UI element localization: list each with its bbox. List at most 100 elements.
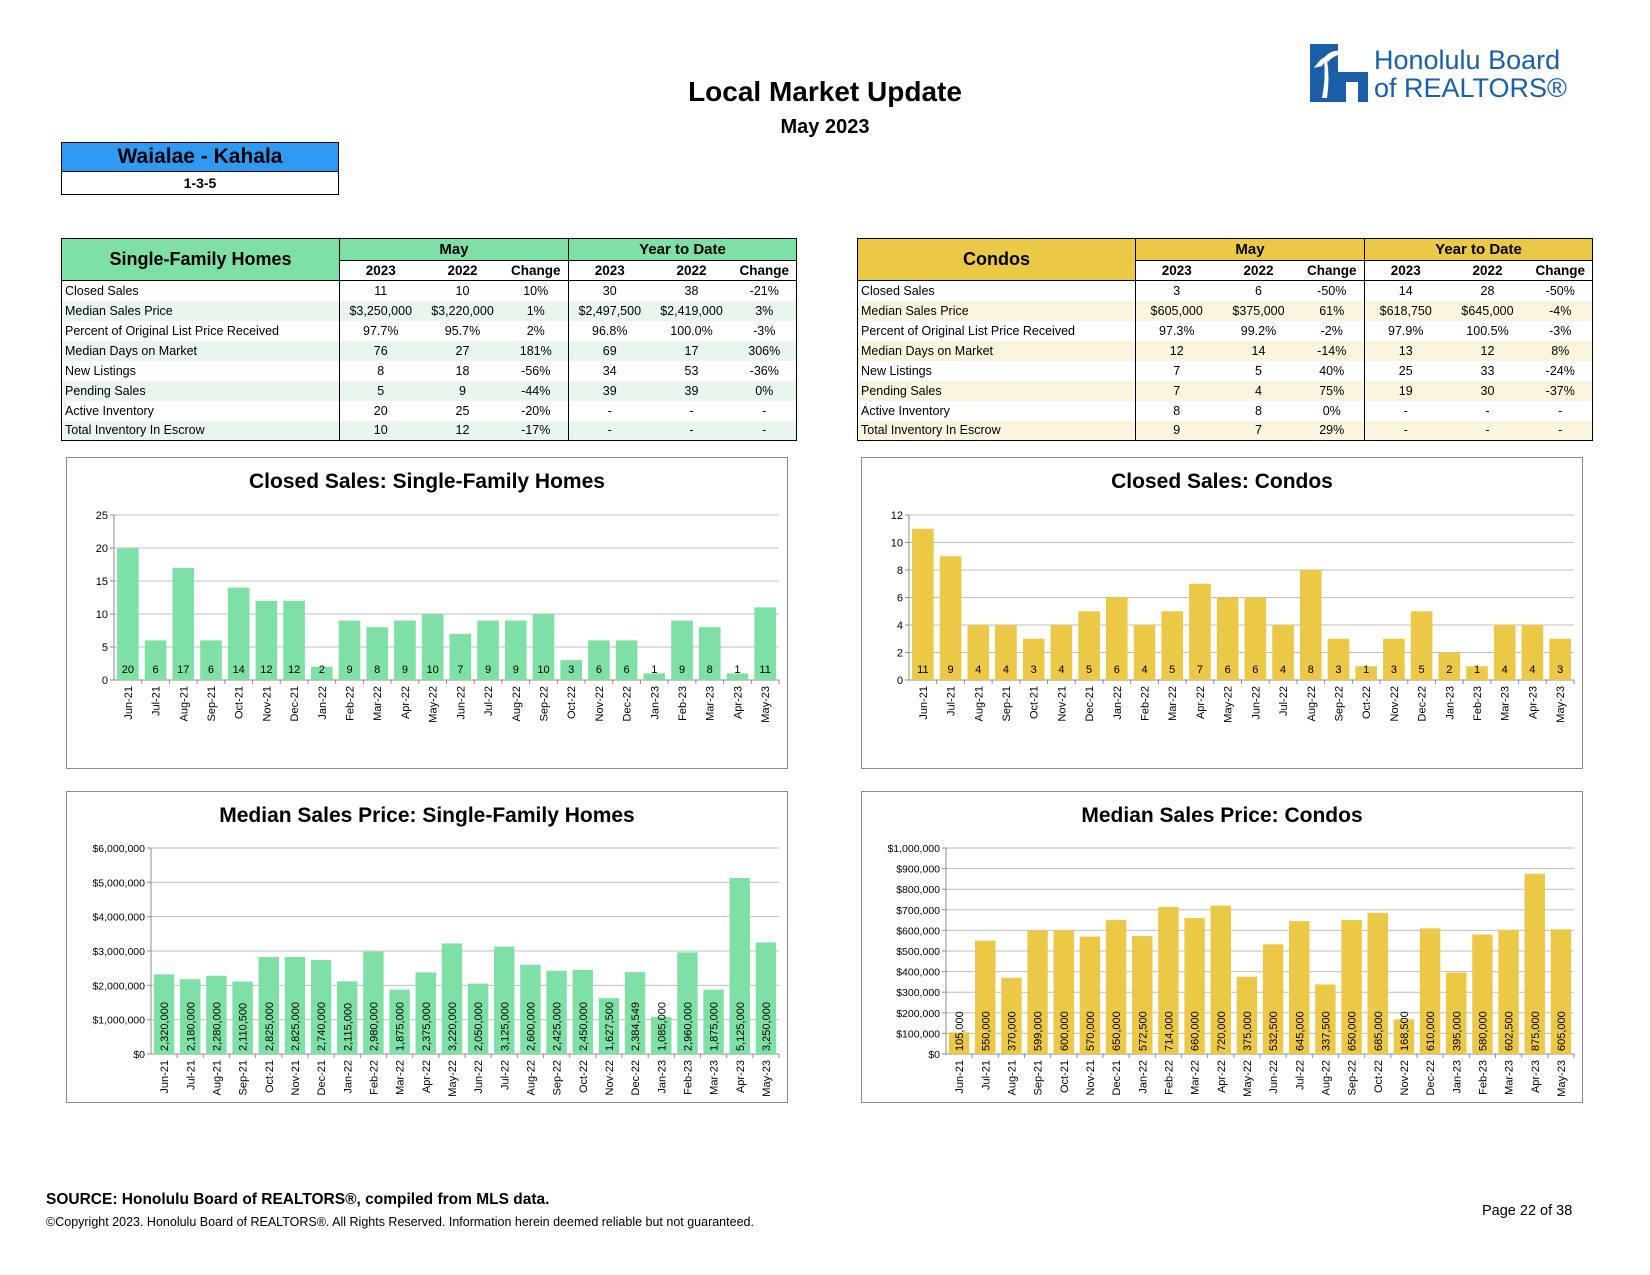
y-tick-label: 4 bbox=[897, 620, 903, 632]
table-row: New Listings 8 18 -56% 34 53 -36% bbox=[61, 360, 798, 381]
data-label: 337,500 bbox=[1320, 1011, 1332, 1051]
data-label: 3 bbox=[1031, 664, 1037, 676]
chart-title: Median Sales Price: Single-Family Homes bbox=[219, 804, 635, 827]
x-category-label: Aug-22 bbox=[1320, 1060, 1332, 1095]
x-category-label: Jul-21 bbox=[946, 686, 958, 716]
bar bbox=[1210, 905, 1231, 1054]
table-cell: 40% bbox=[1299, 360, 1365, 381]
sfh-median-price-chart: Median Sales Price: Single-Family Homes … bbox=[66, 791, 788, 1103]
bar bbox=[572, 969, 593, 1054]
y-tick-label: 12 bbox=[891, 510, 903, 522]
table-cell: 25 bbox=[1398, 363, 1413, 378]
data-label: 5 bbox=[1086, 664, 1092, 676]
table-cell: $618,750 bbox=[1364, 300, 1447, 321]
bar bbox=[1161, 611, 1184, 680]
table-cell: -4% bbox=[1528, 300, 1594, 321]
page-number: Page 22 of 38 bbox=[1482, 1203, 1573, 1219]
table-cell: - bbox=[689, 403, 694, 418]
condo-stats-table: Condos May Year to Date 2023 2022 Change… bbox=[857, 238, 1594, 441]
data-label: 12 bbox=[288, 664, 300, 676]
data-label: 6 bbox=[153, 664, 159, 676]
table-cell: -50% bbox=[1528, 280, 1594, 301]
bar bbox=[588, 640, 610, 680]
bar bbox=[726, 673, 749, 680]
x-category-label: Apr-22 bbox=[400, 686, 412, 719]
x-category-label: May-23 bbox=[761, 1060, 773, 1097]
y-tick-label: $4,000,000 bbox=[92, 912, 145, 924]
data-label: 1 bbox=[734, 664, 740, 676]
table-cell: 5 bbox=[1255, 363, 1262, 378]
table-row: New Listings 7 5 40% 25 33 -24% bbox=[857, 360, 1594, 381]
y-tick-label: $1,000,000 bbox=[92, 1015, 145, 1027]
table-row: Closed Sales 11 10 10% 30 38 -21% bbox=[61, 280, 798, 301]
table-cell: 306% bbox=[732, 340, 798, 361]
bar bbox=[1472, 934, 1493, 1054]
data-label: 532,500 bbox=[1268, 1011, 1280, 1051]
table-cell: 0% bbox=[1299, 400, 1365, 421]
bar bbox=[1446, 972, 1467, 1054]
data-label: 1,627,500 bbox=[604, 1002, 616, 1051]
bar bbox=[310, 959, 332, 1054]
y-tick-label: $600,000 bbox=[896, 925, 940, 937]
data-label: 1,875,000 bbox=[395, 1002, 407, 1051]
condo-sub-header: Change bbox=[1299, 260, 1365, 281]
table-cell: 3% bbox=[732, 300, 798, 321]
x-category-label: Sep-21 bbox=[238, 1060, 250, 1095]
x-category-label: Sep-21 bbox=[1001, 686, 1013, 721]
x-category-label: Jul-21 bbox=[980, 1060, 992, 1090]
y-tick-label: 15 bbox=[96, 576, 108, 588]
data-label: 3,125,000 bbox=[499, 1002, 511, 1051]
bar bbox=[1327, 638, 1350, 680]
x-category-label: Mar-23 bbox=[1500, 686, 1512, 721]
table-cell: $2,419,000 bbox=[650, 300, 733, 321]
data-label: 9 bbox=[402, 664, 408, 676]
bar bbox=[1158, 906, 1179, 1054]
table-cell: - bbox=[650, 420, 733, 441]
row-label: Total Inventory In Escrow bbox=[857, 420, 1136, 441]
row-label: Percent of Original List Price Received bbox=[857, 320, 1136, 341]
data-label: 1 bbox=[1363, 664, 1369, 676]
bar bbox=[1493, 625, 1516, 680]
bar bbox=[1410, 611, 1433, 680]
condo-closed-sales-plot: 024681012Jun-2111Jul-219Aug-214Sep-214Oc… bbox=[891, 510, 1575, 723]
condo-sub-header: Change bbox=[1528, 260, 1594, 281]
bar bbox=[153, 974, 175, 1054]
table-cell: -2% bbox=[1299, 320, 1365, 341]
x-category-label: Mar-23 bbox=[1504, 1060, 1516, 1095]
sfh-sub-header: 2023 bbox=[339, 260, 422, 281]
bar bbox=[206, 975, 227, 1054]
bar bbox=[948, 1032, 970, 1054]
table-cell: 9 bbox=[421, 380, 504, 401]
bar bbox=[1105, 920, 1127, 1054]
x-category-label: Sep-22 bbox=[552, 1060, 564, 1095]
table-cell: 1% bbox=[503, 300, 569, 321]
table-cell: -44% bbox=[503, 380, 569, 401]
row-label: Closed Sales bbox=[61, 280, 340, 301]
row-label: Active Inventory bbox=[857, 400, 1136, 421]
table-cell: 38 bbox=[684, 283, 699, 298]
data-label: 10 bbox=[427, 664, 439, 676]
bar bbox=[1299, 570, 1322, 680]
data-label: 2,280,000 bbox=[211, 1002, 223, 1051]
table-cell: 96.8% bbox=[592, 323, 628, 338]
table-cell: -20% bbox=[503, 400, 569, 421]
bar bbox=[755, 942, 777, 1054]
area-box: Waialae - Kahala 1-3-5 bbox=[61, 142, 339, 195]
x-category-label: Aug-21 bbox=[178, 686, 190, 721]
data-label: 2,320,000 bbox=[159, 1002, 171, 1051]
table-cell: 13 bbox=[1364, 340, 1447, 361]
data-label: 14 bbox=[233, 664, 245, 676]
data-label: 6 bbox=[1225, 664, 1231, 676]
x-category-label: Jan-22 bbox=[317, 686, 329, 720]
table-cell: 75% bbox=[1299, 380, 1365, 401]
x-category-label: Nov-21 bbox=[1085, 1060, 1097, 1095]
data-label: 395,000 bbox=[1451, 1011, 1463, 1051]
x-category-label: Jan-23 bbox=[649, 686, 661, 720]
table-cell: 19 bbox=[1364, 380, 1447, 401]
bar bbox=[754, 607, 776, 680]
bar bbox=[1466, 666, 1488, 680]
data-label: 10 bbox=[537, 664, 549, 676]
page-subtitle: May 2023 bbox=[780, 116, 870, 138]
data-label: 2,825,000 bbox=[264, 1002, 276, 1051]
bar bbox=[532, 614, 555, 680]
